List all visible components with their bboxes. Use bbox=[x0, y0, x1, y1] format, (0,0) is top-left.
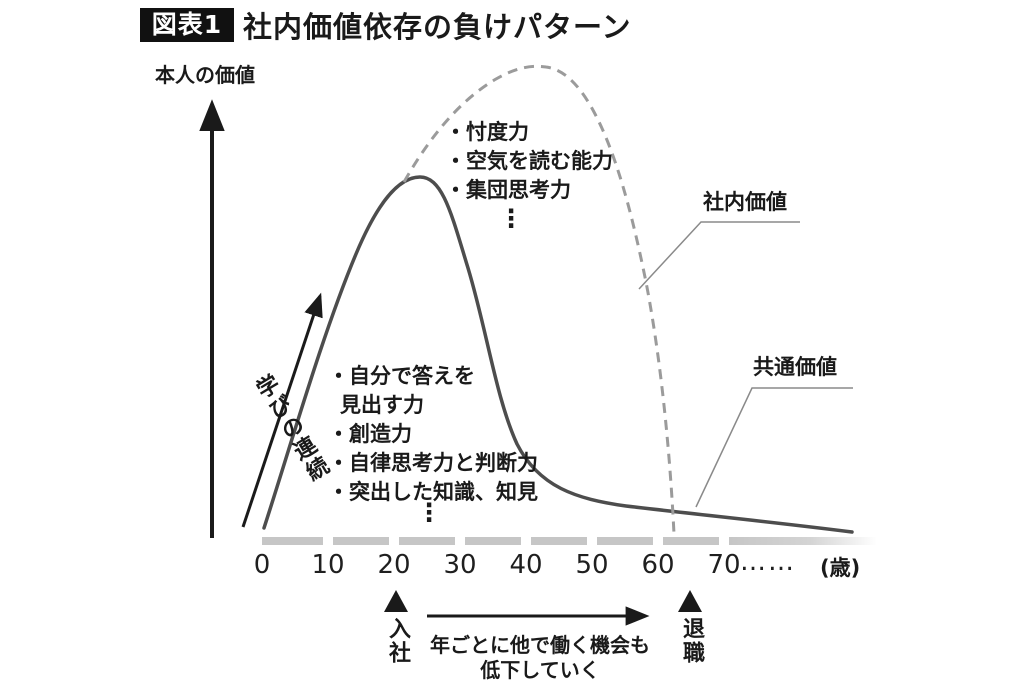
common-skills-list: ・自分で答えを 見出す力 ・創造力 ・自律思考力と判断力 ・突出した知識、知見 bbox=[328, 362, 538, 507]
common-skill-item: ・突出した知識、知見 bbox=[328, 480, 538, 504]
x-axis-bar bbox=[262, 537, 877, 545]
figure-title: 社内価値依存の負けパターン bbox=[243, 10, 632, 44]
common-label-leader-line bbox=[695, 387, 853, 508]
inner-skill-item: ・忖度力 bbox=[445, 120, 529, 144]
common-skill-item: ・創造力 bbox=[328, 422, 412, 446]
inner-value-curve-label: 社内価値 bbox=[703, 190, 787, 214]
join-company-label: 入社 bbox=[385, 617, 410, 665]
x-tick-40: 40 bbox=[509, 550, 543, 580]
common-skill-item: ・自律思考力と判断力 bbox=[328, 451, 538, 475]
x-tick-0: 0 bbox=[253, 550, 271, 580]
x-tick-10: 10 bbox=[311, 550, 345, 580]
common-skill-item: 見出す力 bbox=[340, 393, 424, 417]
join-marker-triangle bbox=[384, 590, 408, 612]
inner-label-leader-line bbox=[638, 221, 800, 290]
y-axis-label: 本人の価値 bbox=[155, 63, 255, 87]
learning-arrow bbox=[241, 292, 323, 528]
x-axis-unit-label: (歳) bbox=[820, 556, 861, 580]
retire-marker-triangle bbox=[678, 590, 702, 612]
inner-skills-ellipsis: ⋮ bbox=[498, 204, 524, 233]
x-tick-60: 60 bbox=[641, 550, 675, 580]
x-tick-70: 70 bbox=[707, 550, 741, 580]
common-value-curve bbox=[262, 175, 854, 534]
x-tick-20: 20 bbox=[377, 550, 411, 580]
retirement-label: 退職 bbox=[679, 617, 704, 665]
figure-tag: 図表1 bbox=[140, 8, 234, 42]
x-axis-continuation-dots: …… bbox=[740, 547, 796, 577]
common-skill-item: ・自分で答えを bbox=[328, 364, 475, 388]
inner-skill-item: ・集団思考力 bbox=[445, 178, 571, 202]
timeline-caption-line1: 年ごとに他で働く機会も bbox=[430, 633, 650, 657]
common-skills-ellipsis: ⋮ bbox=[416, 498, 442, 527]
x-tick-30: 30 bbox=[443, 550, 477, 580]
x-tick-50: 50 bbox=[575, 550, 609, 580]
inner-skills-list: ・忖度力 ・空気を読む能力 ・集団思考力 bbox=[445, 118, 613, 205]
timeline-caption-line2: 低下していく bbox=[480, 658, 600, 682]
common-value-curve-label: 共通価値 bbox=[753, 355, 837, 379]
inner-skill-item: ・空気を読む能力 bbox=[445, 149, 613, 173]
inner-value-curve bbox=[402, 64, 676, 535]
